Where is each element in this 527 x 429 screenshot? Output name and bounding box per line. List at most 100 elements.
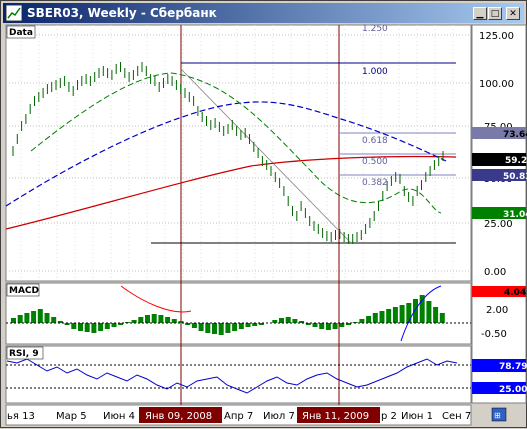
macd-line [400,285,442,342]
macd-bar [299,321,305,323]
macd-bar [17,315,23,323]
macd-bar [359,319,365,323]
macd-bar [191,323,197,328]
x-label-highlight [139,407,222,423]
price-badge-59-20 [472,153,526,166]
price-badge-50-83 [472,169,526,181]
x-label: Июн 4 [103,411,135,422]
macd-bar [57,321,63,323]
macd-y-tick: -0.50 [481,329,507,340]
macd-bar [232,323,238,331]
macd-bar [78,323,83,331]
macd-bar [131,320,137,323]
chart-app-icon [6,5,22,21]
maximize-button[interactable]: □ [488,7,502,20]
macd-bar [37,309,43,323]
svg-text:25.00: 25.00 [499,385,527,395]
moving-averages [5,72,457,230]
y-tick: 0.00 [484,267,506,278]
x-label-highlighted: Янв 09, 2008 [145,411,212,422]
y-tick: 125.00 [479,31,514,42]
macd-bar [158,315,164,323]
minimize-button[interactable]: ▁ [473,7,487,20]
x-label-highlight [297,407,380,423]
macd-bar [392,307,398,323]
macd-bar [138,317,144,323]
macd-bar [64,323,70,325]
fib-label-0618: 0.618 [362,136,388,146]
x-label: р 2 [381,411,397,422]
macd-bar [218,323,224,335]
rsi-line [6,358,471,394]
price-bars [12,62,444,244]
svg-text:78.79: 78.79 [499,362,527,372]
macd-bar [319,323,325,329]
macd-bar [118,323,124,325]
macd-badges: 4.04 2.00 -0.50 [472,286,526,340]
macd-bar [426,301,432,323]
macd-bar [178,321,184,323]
ma-blue-line [5,101,447,207]
macd-bar [84,323,90,332]
macd-bar [272,320,278,323]
macd-bar [151,314,157,323]
svg-text:4.04: 4.04 [504,288,526,298]
svg-text:59.20: 59.20 [505,156,527,166]
fibonacci-levels [151,62,456,244]
fib-label-1000: 1.000 [362,67,388,77]
rsi-series-line [6,358,458,394]
macd-bar [212,323,217,334]
macd-bar [252,323,258,326]
price-pane[interactable] [5,24,472,282]
price-badge-31-04 [472,207,526,219]
x-label-highlighted: Янв 11, 2009 [302,411,369,422]
macd-signal-line [120,285,192,313]
macd-bar [419,295,425,323]
macd-bar [98,323,104,331]
close-button[interactable]: ✕ [506,7,520,20]
macd-bar [104,323,110,329]
macd-bar [279,318,284,323]
y-tick: 25.00 [484,219,513,230]
rsi-pane[interactable] [5,345,472,404]
rsi-badges: 78.79 25.00 [472,359,527,395]
fib-label-0382: 0.382 [362,178,388,188]
macd-bar [339,323,345,327]
macd-bar [305,323,311,325]
macd-bar [91,323,97,333]
macd-bar [413,299,418,323]
rsi-pane-label: RSI, 9 [9,349,39,359]
macd-bar [205,323,211,333]
macd-bar [372,313,378,323]
macd-bar [346,323,351,325]
macd-y-tick: 2.00 [486,305,508,316]
rsi-badge-78-79 [472,359,526,372]
macd-bar [71,323,77,329]
macd-bar [238,323,244,329]
title-bar[interactable]: SBER03, Weekly - Сбербанк ▁ □ ✕ [3,3,524,23]
macd-bar [225,323,231,333]
macd-bar [258,323,264,325]
fib-label-1250: 1.250 [362,24,388,34]
x-label: Мар 5 [56,411,87,422]
macd-bar [285,317,291,323]
chart-settings-icon[interactable]: ⊞ [491,407,507,422]
x-label: Июн 1 [401,411,433,422]
macd-bar [406,303,412,323]
macd-bar [439,313,445,323]
y-tick: 100.00 [479,79,514,90]
svg-text:⊞: ⊞ [494,411,501,420]
macd-bar [171,319,177,323]
x-label: Июл 7 [263,411,295,422]
macd-bar [332,323,338,329]
window-title: SBER03, Weekly - Сбербанк [27,6,217,20]
rsi-badge-25-00 [472,382,526,394]
price-badges: 73.64 59.20 50.83 31.04 [472,127,527,220]
x-axis-labels: ья 13 Мар 5 Июн 4 Янв 09, 2008 Апр 7 Июл… [7,407,471,423]
ma-green-line [30,72,442,214]
price-badge-73-64 [472,127,526,139]
macd-bar [399,305,405,323]
macd-bar [165,317,171,323]
macd-pane-label: MACD [9,286,39,296]
